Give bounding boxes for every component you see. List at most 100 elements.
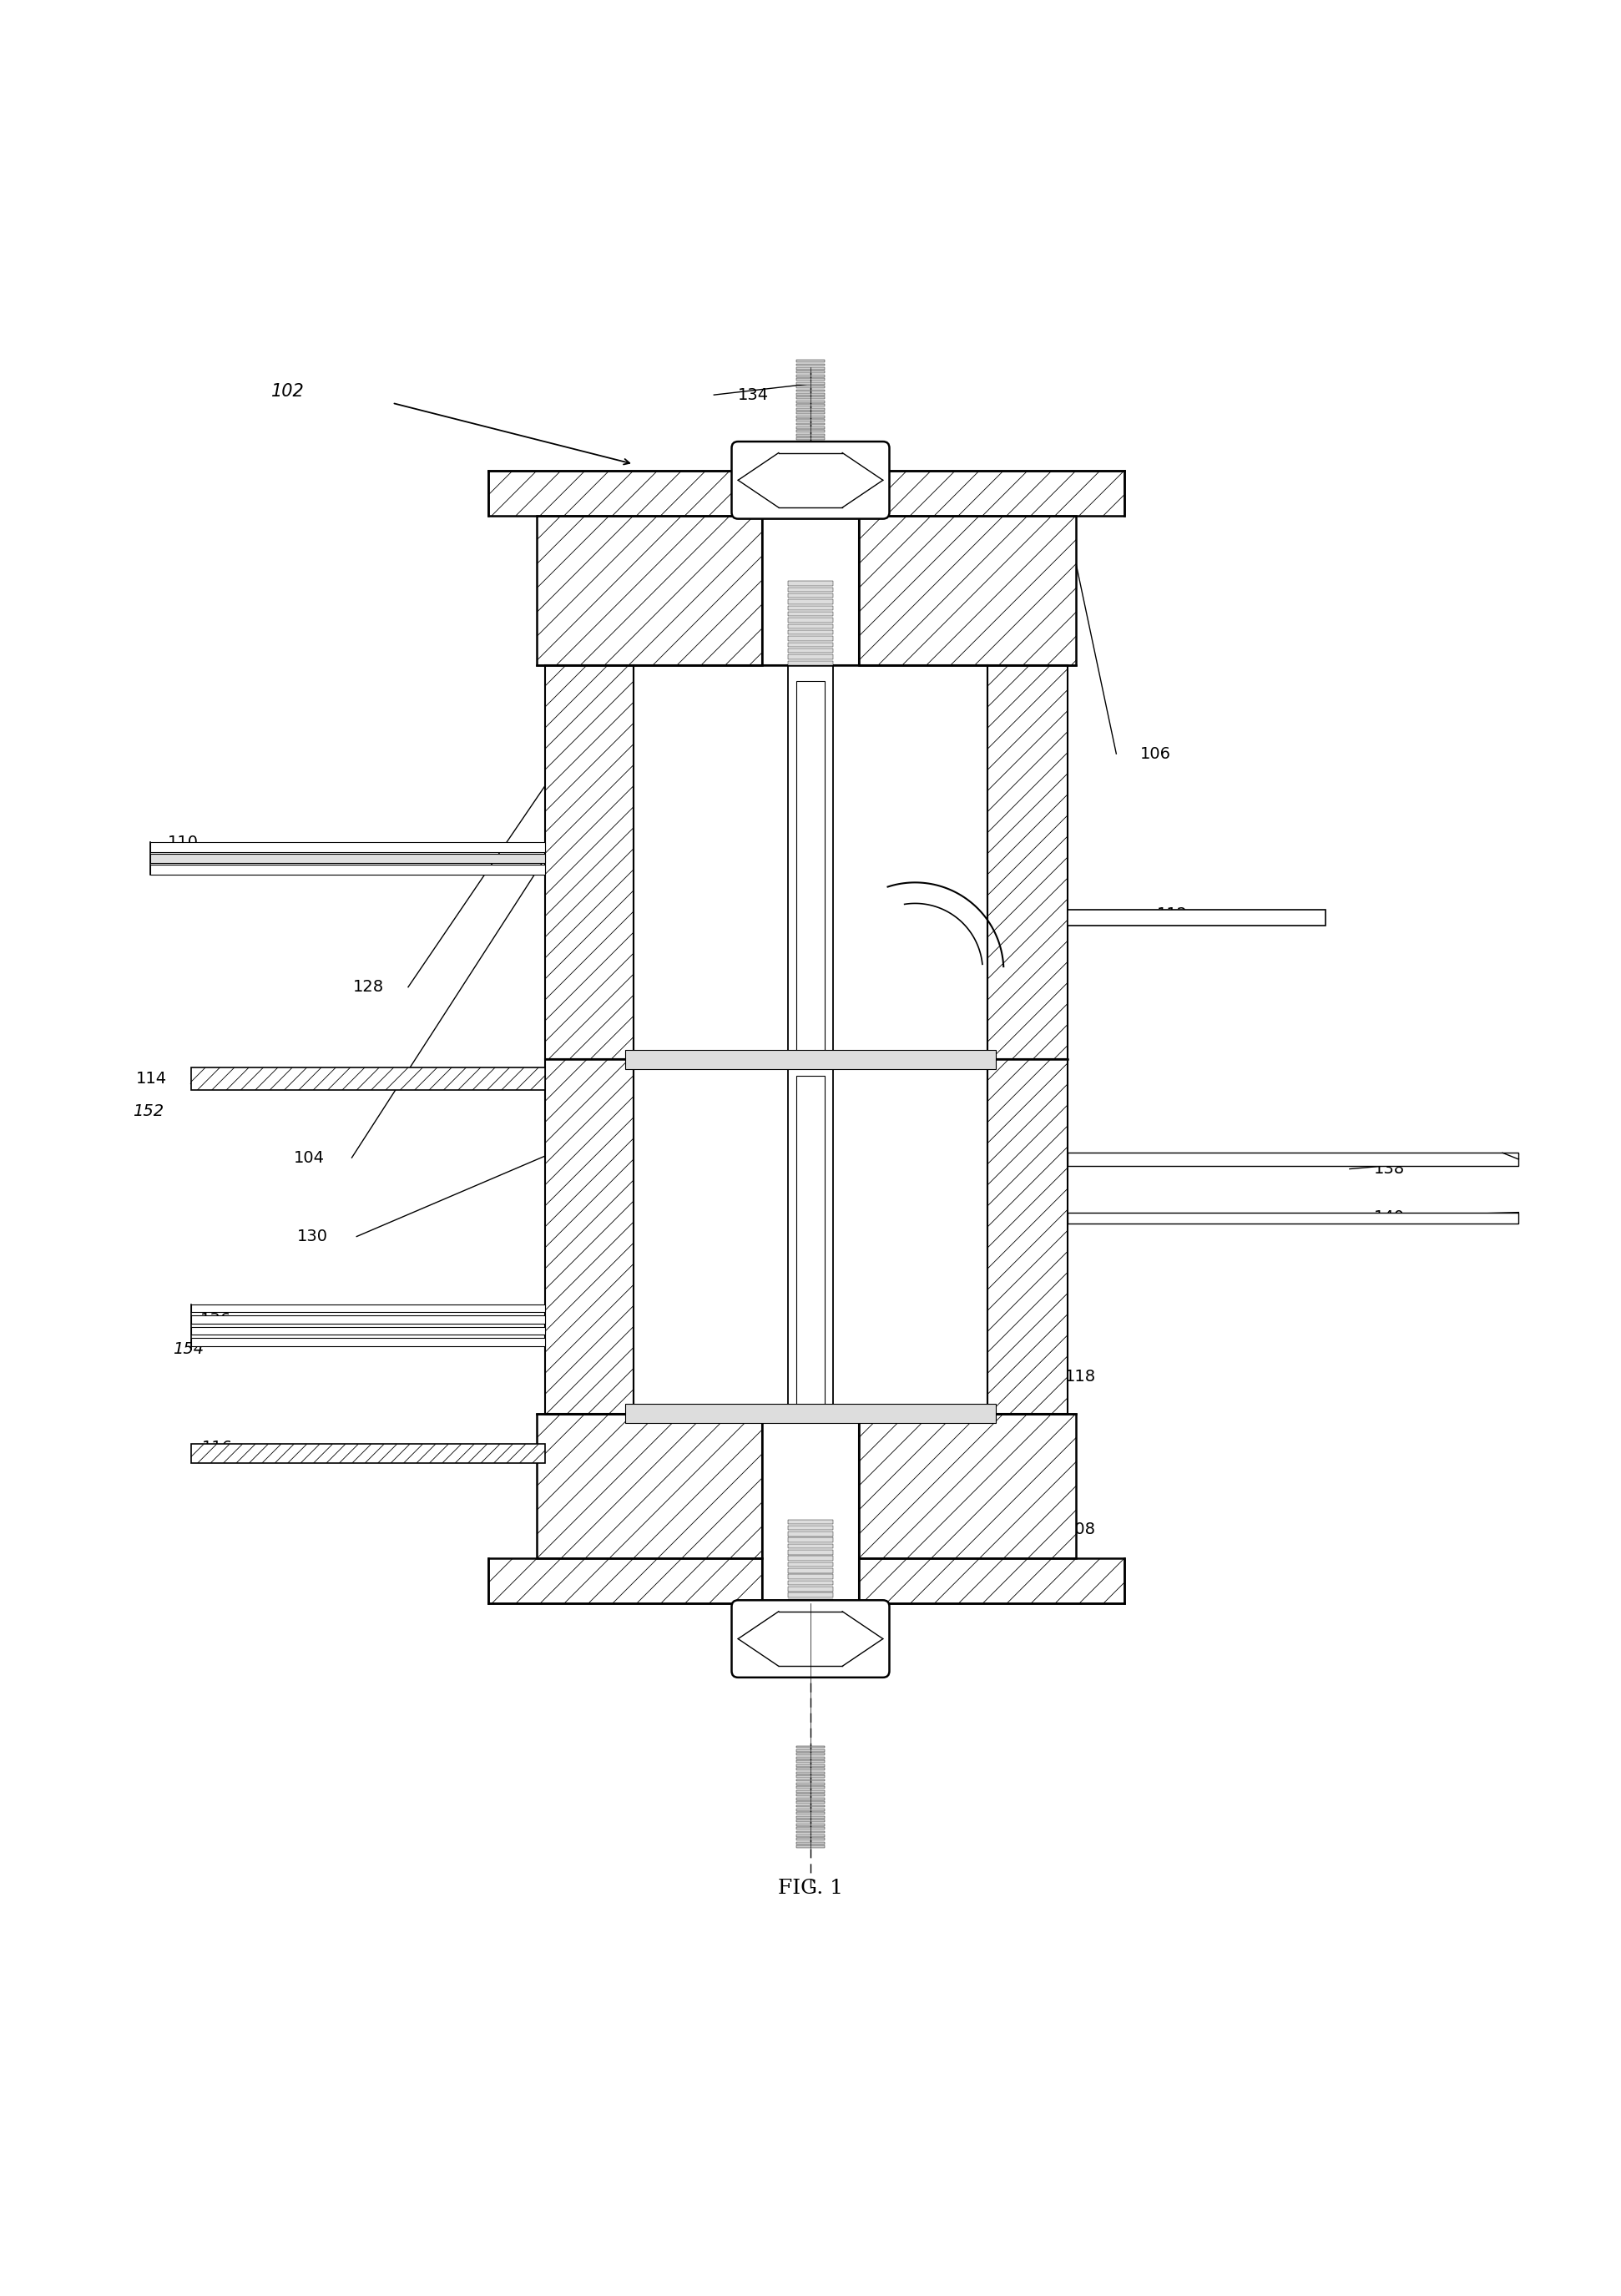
Bar: [796, 682, 825, 1052]
Bar: [987, 1058, 1068, 1414]
Bar: [796, 411, 825, 413]
Bar: [859, 1559, 1125, 1603]
Bar: [796, 379, 825, 381]
Bar: [191, 1444, 545, 1463]
Text: 118: 118: [1065, 1368, 1096, 1384]
Text: 124: 124: [579, 1026, 609, 1042]
Bar: [634, 1058, 987, 1414]
Text: 132: 132: [927, 1295, 960, 1311]
Bar: [788, 654, 833, 659]
Bar: [796, 1773, 825, 1775]
Bar: [796, 1782, 825, 1784]
Bar: [762, 1414, 859, 1603]
Bar: [626, 1049, 995, 1070]
Bar: [191, 1068, 545, 1091]
Bar: [537, 1414, 762, 1559]
Bar: [151, 843, 545, 852]
Bar: [859, 1559, 1125, 1603]
Bar: [796, 1798, 825, 1800]
Bar: [796, 1763, 825, 1766]
Bar: [796, 381, 825, 383]
Bar: [788, 1561, 833, 1566]
Bar: [796, 390, 825, 393]
Bar: [796, 1750, 825, 1752]
Bar: [796, 374, 825, 377]
Bar: [788, 636, 833, 641]
Bar: [796, 1779, 825, 1782]
Bar: [537, 517, 762, 666]
Bar: [1068, 1153, 1519, 1166]
Bar: [788, 629, 833, 634]
Bar: [796, 427, 825, 429]
Bar: [1068, 1212, 1519, 1224]
Text: 134: 134: [738, 388, 768, 402]
Bar: [796, 400, 825, 402]
Bar: [788, 661, 833, 666]
Bar: [796, 422, 825, 425]
Bar: [151, 866, 545, 875]
Bar: [796, 1775, 825, 1777]
Bar: [788, 1531, 833, 1536]
Bar: [788, 618, 833, 622]
Bar: [796, 416, 825, 418]
Text: 108: 108: [1065, 1522, 1096, 1538]
Bar: [987, 1058, 1068, 1414]
Bar: [987, 666, 1068, 1058]
Bar: [788, 611, 833, 615]
Bar: [796, 1800, 825, 1805]
Bar: [537, 517, 762, 666]
Bar: [796, 1756, 825, 1759]
Text: 114: 114: [136, 1070, 167, 1086]
Bar: [191, 1327, 545, 1334]
Bar: [796, 1846, 825, 1848]
Bar: [796, 1830, 825, 1832]
Bar: [796, 404, 825, 406]
Bar: [788, 666, 833, 1058]
Bar: [859, 1414, 1076, 1559]
Text: 140: 140: [1373, 1210, 1405, 1226]
Bar: [796, 386, 825, 388]
Bar: [859, 1414, 1076, 1559]
Bar: [796, 1841, 825, 1844]
Bar: [545, 1058, 634, 1414]
Bar: [796, 1745, 825, 1747]
Bar: [191, 1304, 545, 1311]
Bar: [762, 471, 859, 666]
Bar: [796, 439, 825, 441]
Bar: [796, 1793, 825, 1795]
Bar: [788, 1550, 833, 1554]
Bar: [191, 1316, 545, 1322]
Bar: [788, 1557, 833, 1561]
Bar: [796, 420, 825, 422]
Bar: [545, 1058, 634, 1414]
Bar: [191, 1068, 545, 1091]
Text: 120: 120: [994, 1077, 1024, 1093]
Text: 102: 102: [271, 383, 305, 400]
Bar: [545, 666, 634, 1058]
Bar: [488, 1559, 762, 1603]
Bar: [796, 1821, 825, 1823]
Bar: [634, 666, 987, 1058]
Bar: [1068, 909, 1326, 925]
Bar: [626, 1403, 995, 1424]
Bar: [788, 588, 833, 592]
Bar: [788, 1575, 833, 1580]
Bar: [796, 1791, 825, 1793]
Text: 106: 106: [1141, 746, 1172, 762]
Bar: [796, 360, 825, 363]
Text: 104: 104: [293, 1150, 324, 1166]
Bar: [859, 517, 1076, 666]
Bar: [788, 1568, 833, 1573]
Bar: [788, 1520, 833, 1525]
Bar: [796, 393, 825, 395]
Bar: [537, 1414, 762, 1559]
FancyBboxPatch shape: [731, 441, 890, 519]
Bar: [788, 592, 833, 597]
Bar: [796, 1809, 825, 1812]
Bar: [796, 363, 825, 365]
Text: 130: 130: [297, 1228, 327, 1244]
FancyBboxPatch shape: [731, 1600, 890, 1678]
Bar: [859, 517, 1076, 666]
Bar: [796, 1812, 825, 1814]
Bar: [796, 1786, 825, 1789]
